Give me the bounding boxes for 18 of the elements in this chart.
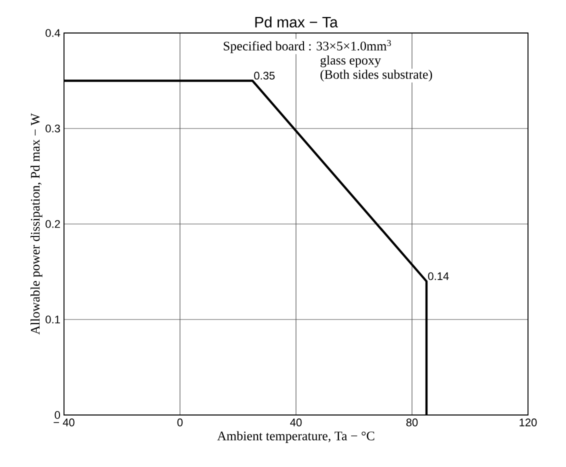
annotation: (Both sides substrate) bbox=[320, 70, 432, 82]
x-tick-label: 0 bbox=[177, 418, 183, 426]
x-tick-label: 120 bbox=[520, 418, 537, 426]
y-tick-label: 0.4 bbox=[46, 29, 60, 37]
annotation: Specified board : 33×5×1.0mm$^{3}$ bbox=[224, 40, 391, 54]
x-axis-title: Ambient temperature, Ta − °C bbox=[217, 431, 374, 443]
y-tick-label: 0.3 bbox=[46, 124, 60, 132]
x-tick-label: 40 bbox=[290, 418, 302, 426]
y-tick-label: 0.1 bbox=[46, 316, 60, 324]
annotation: 0.35 bbox=[254, 72, 275, 80]
chart-title: Pd max − Ta bbox=[255, 16, 338, 28]
annotation: 0.14 bbox=[428, 272, 449, 280]
x-tick-label: 80 bbox=[406, 418, 418, 426]
x-tick-label: − 40 bbox=[54, 418, 74, 426]
annotation: glass epoxy bbox=[320, 55, 381, 68]
y-tick-label: 0.2 bbox=[46, 220, 60, 228]
y-tick-label: 0 bbox=[54, 411, 60, 419]
y-axis-title: Allowable power dissipation, Pd max − W bbox=[30, 113, 42, 335]
